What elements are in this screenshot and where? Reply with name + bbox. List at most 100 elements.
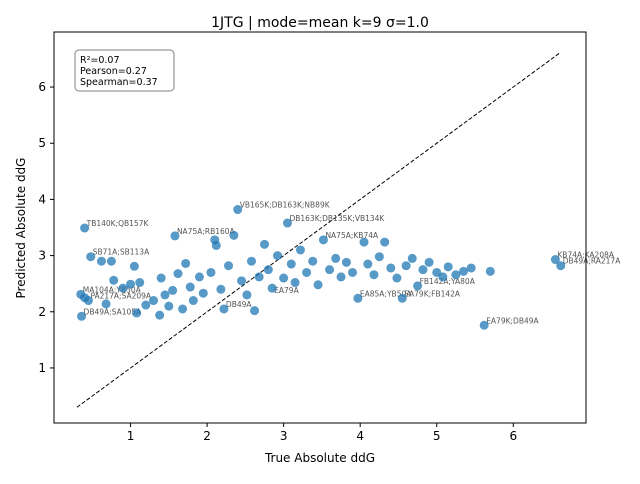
data-point (459, 266, 469, 276)
x-tick-label: 4 (356, 429, 364, 443)
point-label: NA75A;RB160A (177, 227, 236, 236)
x-tick-label: 5 (433, 429, 441, 443)
stat-r2: R²=0.07 (80, 55, 120, 66)
data-point (341, 257, 351, 267)
data-point (286, 259, 296, 269)
point-label: EA79K;DB49A (486, 316, 539, 325)
data-point (336, 272, 346, 282)
data-point (181, 258, 191, 268)
data-point (170, 231, 180, 241)
data-point (302, 267, 312, 277)
point-label: EA79A (274, 286, 299, 295)
data-point (380, 237, 390, 247)
data-point (413, 281, 423, 291)
data-point (401, 261, 411, 271)
data-point (313, 280, 323, 290)
data-point (135, 278, 145, 288)
x-tick-label: 6 (509, 429, 517, 443)
data-point (359, 237, 369, 247)
point-label: DB49A;SA105A (84, 307, 142, 316)
data-point (466, 263, 476, 273)
data-point (397, 293, 407, 303)
data-point (219, 304, 229, 314)
data-point (260, 239, 270, 249)
data-point (279, 273, 289, 283)
data-point (479, 320, 489, 330)
point-label: TB140K;QB157K (86, 219, 150, 228)
point-annotations: TB140K;QB157K SB71A;SB113A MA104A;YB50APA2… (83, 201, 621, 326)
data-point (129, 261, 139, 271)
y-tick-label: 4 (38, 192, 46, 206)
data-point (194, 272, 204, 282)
data-point (295, 245, 305, 255)
data-point (386, 263, 396, 273)
data-point (168, 285, 178, 295)
data-point (550, 255, 560, 265)
data-point (325, 265, 335, 275)
data-point (443, 262, 453, 272)
data-point (308, 256, 318, 266)
data-point (132, 308, 142, 318)
data-point (451, 270, 461, 280)
diagonal-line-layer (76, 52, 560, 408)
data-point (160, 290, 170, 300)
plot-frame (53, 31, 587, 424)
y-tick-label: 1 (38, 361, 46, 375)
data-point (118, 283, 128, 293)
y-tick-label: 3 (38, 249, 46, 263)
point-label: FB142A;YA80A (420, 277, 476, 286)
data-point (188, 296, 198, 306)
data-point (407, 253, 417, 263)
y-axis-label: Predicted Absolute ddG (14, 158, 28, 299)
x-tick-label: 3 (280, 429, 288, 443)
data-point (185, 282, 195, 292)
point-label: PA217A;SA209A (90, 292, 151, 301)
data-point (348, 267, 358, 277)
y-axis-ticks: 1 2 3 4 5 6 (38, 80, 54, 375)
data-point (178, 304, 188, 314)
data-point (369, 270, 379, 280)
data-point (156, 273, 166, 283)
data-points (76, 205, 566, 330)
point-label: MA104A;YB50A (83, 285, 142, 294)
data-point (229, 230, 239, 240)
x-tick-label: 1 (127, 429, 135, 443)
point-label: DB49A (226, 300, 252, 309)
data-point (290, 278, 300, 288)
stat-pearson: Pearson=0.27 (80, 66, 147, 77)
data-point (282, 218, 292, 228)
data-point (267, 283, 277, 293)
data-point (83, 296, 93, 306)
data-point (438, 272, 448, 282)
data-point (392, 273, 402, 283)
data-point (80, 223, 90, 233)
point-label: EA85A;YB50A (360, 289, 412, 298)
data-point (216, 284, 226, 294)
data-point (246, 256, 256, 266)
point-label: DB163K;DB135K;VB134K (289, 214, 385, 223)
data-point (363, 259, 373, 269)
data-point (374, 252, 384, 262)
point-label: VB165K;DB163K;NB89K (240, 201, 331, 210)
data-point (254, 272, 264, 282)
diagonal-reference-line (76, 52, 560, 408)
x-axis-label: True Absolute ddG (264, 451, 375, 465)
data-point (109, 275, 119, 285)
data-point (556, 261, 566, 271)
data-point (86, 252, 96, 262)
stat-spearman: Spearman=0.37 (80, 77, 158, 88)
data-point (155, 310, 165, 320)
data-point (141, 300, 151, 310)
data-point (164, 301, 174, 311)
data-point (233, 205, 243, 215)
data-point (353, 293, 363, 303)
stats-box: R²=0.07 Pearson=0.27 Spearman=0.37 (74, 49, 175, 92)
data-point (424, 257, 434, 267)
data-point (211, 240, 221, 250)
data-point (485, 266, 495, 276)
data-point (206, 267, 216, 277)
y-tick-label: 2 (38, 305, 46, 319)
stats-box-frame (74, 49, 175, 92)
